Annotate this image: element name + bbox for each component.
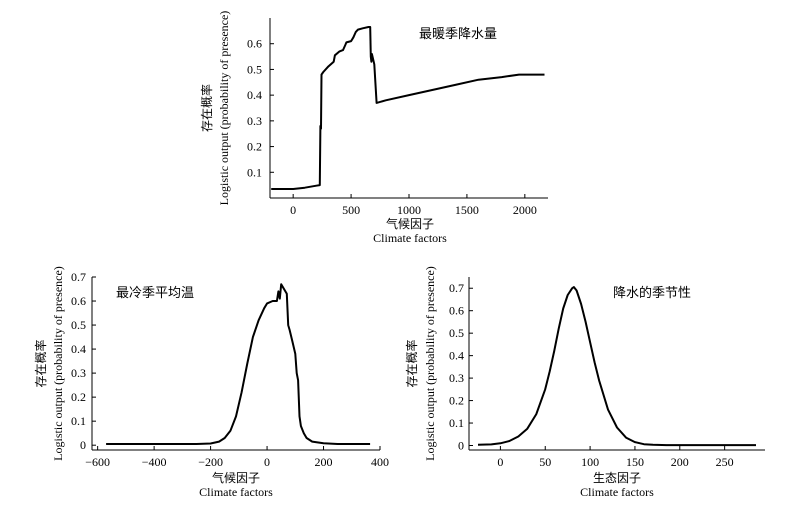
y-axis-label-en: Logistic output (probability of presence… [217,11,231,206]
y-tick-label: 0.1 [247,165,262,179]
y-axis-label-en: Logistic output (probability of presence… [51,266,65,461]
y-axis-label-en: Logistic output (probability of presence… [423,266,437,461]
x-tick-label: −200 [198,455,223,469]
y-tick-label: 0.3 [449,371,464,385]
x-tick-label: 50 [539,455,551,469]
y-tick-label: 0.1 [449,416,464,430]
x-tick-label: 150 [626,455,644,469]
y-tick-label: 0.6 [71,294,86,308]
x-tick-label: 2000 [513,203,537,217]
y-tick-label: 0 [80,438,86,452]
y-axis-label-cn: 存在概率 [33,339,48,387]
x-tick-label: 500 [342,203,360,217]
series-line [477,286,756,447]
y-axis-label-cn: 存在概率 [199,84,214,132]
x-tick-label: 250 [716,455,734,469]
y-tick-label: 0.6 [247,37,262,51]
y-tick-label: 0.2 [449,394,464,408]
chart-panel-1: 0.1 0.2 0.3 0.4 0.5 0.6 0 500 1000 1500 2000 最暖季降水量… [199,11,548,245]
y-tick-label: 0.7 [449,281,464,295]
y-tick-label: 0.4 [247,88,262,102]
x-axis-label-en: Climate factors [580,485,654,499]
y-tick-label: 0.7 [71,270,86,284]
x-tick-label: 100 [581,455,599,469]
x-tick-label: 0 [290,203,296,217]
x-tick-label: 200 [671,455,689,469]
y-tick-label: 0 [458,439,464,453]
series-line [106,283,371,445]
x-tick-label: 1500 [455,203,479,217]
y-tick-label: 0.2 [247,140,262,154]
x-axis-label-en: Climate factors [373,231,447,245]
y-tick-label: 0.5 [247,62,262,76]
chart-title: 降水的季节性 [613,285,691,300]
y-tick-label: 0.3 [247,114,262,128]
x-tick-label: 200 [315,455,333,469]
chart-title: 最暖季降水量 [419,26,497,41]
y-tick-label: 0.4 [449,349,464,363]
y-tick-label: 0.2 [71,390,86,404]
x-axis-label-cn: 生态因子 [593,471,641,485]
y-axis-label-cn: 存在概率 [404,339,419,387]
y-tick-label: 0.5 [449,326,464,340]
x-axis-label-en: Climate factors [199,485,273,499]
chart-title: 最冷季平均温 [116,285,194,300]
y-tick-label: 0.4 [71,342,86,356]
x-tick-label: 0 [497,455,503,469]
x-axis-label-cn: 气候因子 [212,470,260,485]
x-tick-label: −600 [85,455,110,469]
y-tick-label: 0.1 [71,414,86,428]
chart-panel-2: 0 0.1 0.2 0.3 0.4 0.5 0.6 0.7 −600 −400 −200 0 200 40… [33,266,389,499]
x-tick-label: 1000 [397,203,421,217]
y-tick-label: 0.3 [71,366,86,380]
x-axis-label-cn: 气候因子 [386,216,434,231]
y-tick-label: 0.6 [449,304,464,318]
x-tick-label: 0 [264,455,270,469]
x-tick-label: −400 [142,455,167,469]
y-tick-label: 0.5 [71,318,86,332]
x-tick-label: 400 [371,455,389,469]
series-line [271,26,545,190]
chart-panel-3: 0 0.1 0.2 0.3 0.4 0.5 0.6 0.7 0 50 100 150 200 250 降水的… [404,266,765,499]
